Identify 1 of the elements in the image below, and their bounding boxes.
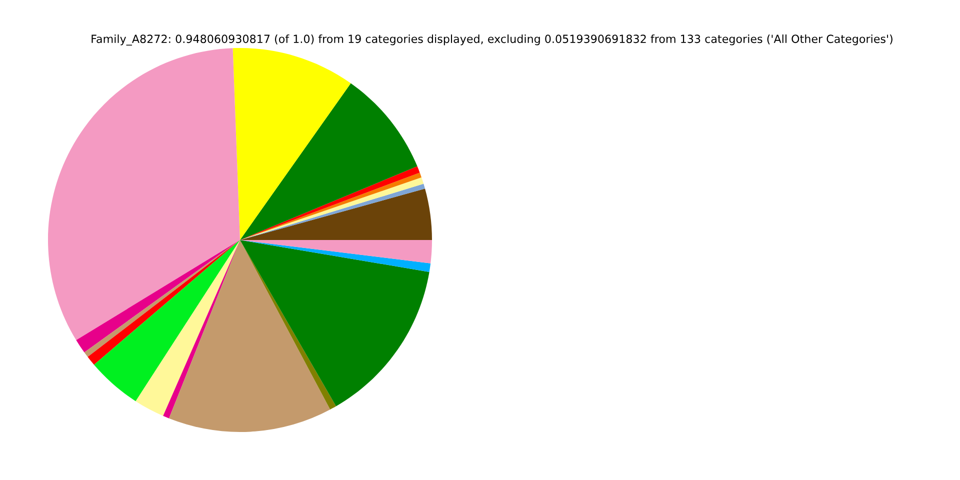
- text: Family_A8272: 0.948060930817 (of 1.0) from 19 categories displayed, excluding 0.0519390691832 from 133 categories ('All Other Categories'): [92, 34, 892, 46]
